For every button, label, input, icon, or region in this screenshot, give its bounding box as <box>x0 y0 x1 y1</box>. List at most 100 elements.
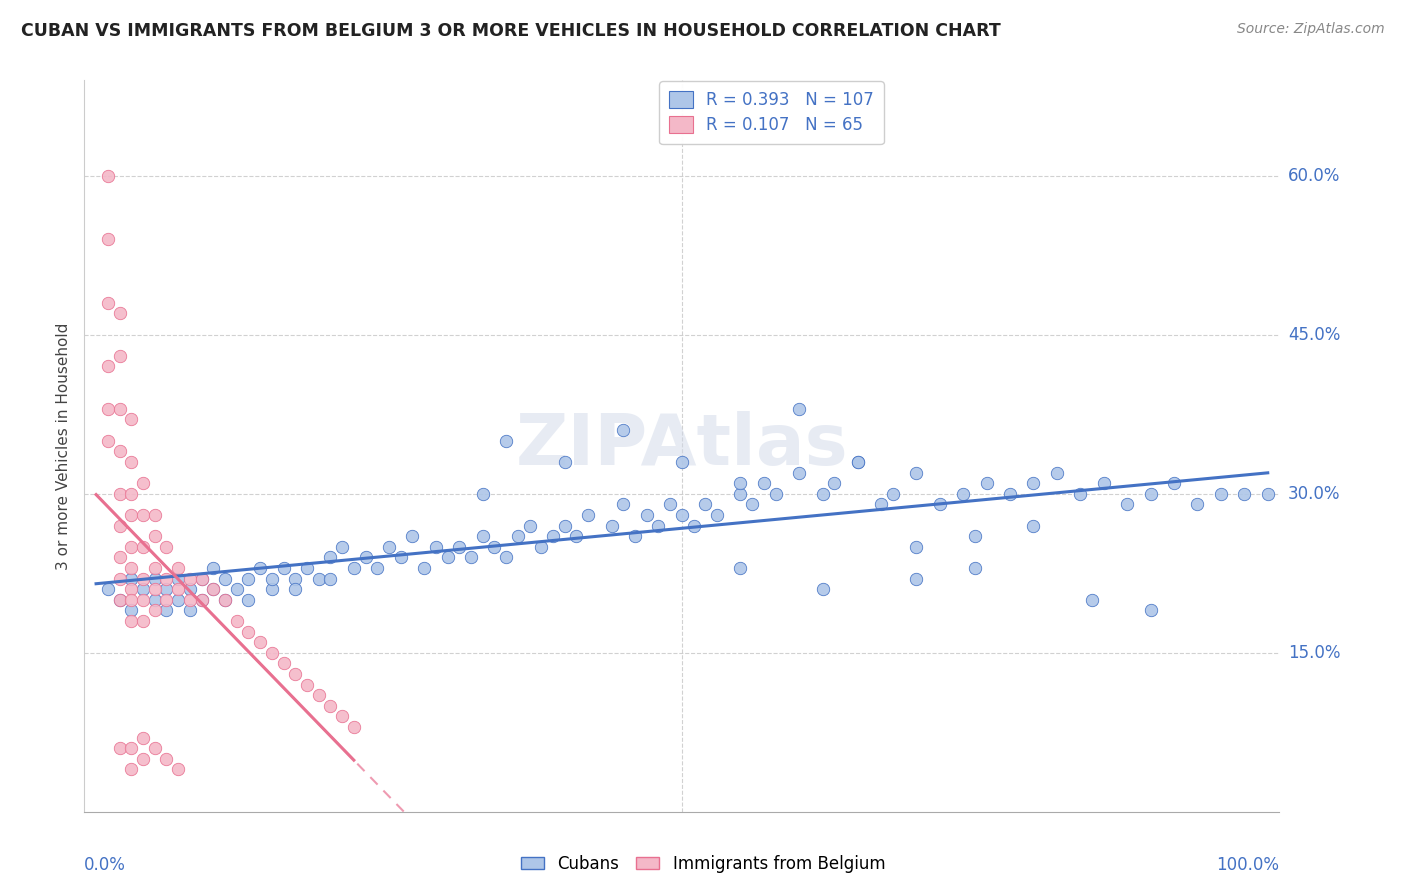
Point <box>647 518 669 533</box>
Text: ZIPAtlas: ZIPAtlas <box>516 411 848 481</box>
Point <box>143 592 166 607</box>
Point <box>214 592 236 607</box>
Point <box>730 486 752 500</box>
Point <box>928 497 950 511</box>
Point <box>389 550 412 565</box>
Legend: Cubans, Immigrants from Belgium: Cubans, Immigrants from Belgium <box>515 848 891 880</box>
Point <box>120 614 142 628</box>
Point <box>238 624 260 639</box>
Text: 0.0%: 0.0% <box>84 855 127 873</box>
Point <box>998 486 1021 500</box>
Point <box>132 592 155 607</box>
Point <box>495 434 517 448</box>
Point <box>1187 497 1209 511</box>
Point <box>1139 603 1161 617</box>
Point <box>249 635 271 649</box>
Point <box>108 518 131 533</box>
Point <box>108 592 131 607</box>
Point <box>319 550 342 565</box>
Point <box>963 529 986 543</box>
Point <box>155 603 177 617</box>
Point <box>1092 476 1115 491</box>
Point <box>882 486 904 500</box>
Point <box>143 561 166 575</box>
Point <box>1116 497 1139 511</box>
Point <box>495 550 517 565</box>
Point <box>97 582 120 596</box>
Point <box>108 741 131 756</box>
Point <box>143 582 166 596</box>
Point <box>671 508 693 522</box>
Point <box>870 497 893 511</box>
Point <box>413 561 436 575</box>
Point <box>308 688 330 702</box>
Point <box>179 603 201 617</box>
Point <box>682 518 704 533</box>
Point <box>143 741 166 756</box>
Point <box>554 518 576 533</box>
Point <box>214 572 236 586</box>
Point <box>260 582 283 596</box>
Point <box>202 561 225 575</box>
Point <box>636 508 658 522</box>
Point <box>120 762 142 776</box>
Point <box>976 476 998 491</box>
Point <box>541 529 564 543</box>
Point <box>1022 518 1045 533</box>
Point <box>202 582 225 596</box>
Point <box>167 582 190 596</box>
Point <box>963 561 986 575</box>
Y-axis label: 3 or more Vehicles in Household: 3 or more Vehicles in Household <box>56 322 72 570</box>
Point <box>167 561 190 575</box>
Point <box>319 572 342 586</box>
Point <box>120 582 142 596</box>
Point <box>519 518 541 533</box>
Point <box>108 401 131 416</box>
Point <box>565 529 588 543</box>
Point <box>284 667 307 681</box>
Point <box>179 572 201 586</box>
Point <box>108 349 131 363</box>
Point <box>730 561 752 575</box>
Point <box>471 486 494 500</box>
Point <box>97 232 120 246</box>
Point <box>343 720 366 734</box>
Point <box>260 646 283 660</box>
Point <box>155 592 177 607</box>
Point <box>659 497 682 511</box>
Point <box>190 572 212 586</box>
Text: 45.0%: 45.0% <box>1288 326 1340 343</box>
Point <box>273 561 295 575</box>
Point <box>97 296 120 310</box>
Point <box>449 540 471 554</box>
Point <box>671 455 693 469</box>
Point <box>730 476 752 491</box>
Point <box>120 412 142 426</box>
Point <box>108 486 131 500</box>
Point <box>295 677 318 691</box>
Point <box>343 561 366 575</box>
Point <box>202 582 225 596</box>
Point <box>752 476 775 491</box>
Point <box>108 306 131 320</box>
Point <box>132 476 155 491</box>
Point <box>120 540 142 554</box>
Point <box>765 486 787 500</box>
Point <box>378 540 401 554</box>
Point <box>905 572 928 586</box>
Point <box>401 529 423 543</box>
Text: 60.0%: 60.0% <box>1288 167 1340 185</box>
Point <box>120 455 142 469</box>
Point <box>905 466 928 480</box>
Point <box>1046 466 1069 480</box>
Point <box>366 561 388 575</box>
Point <box>436 550 458 565</box>
Point <box>319 698 342 713</box>
Point <box>952 486 974 500</box>
Point <box>273 657 295 671</box>
Point <box>132 508 155 522</box>
Point <box>706 508 728 522</box>
Point <box>1257 486 1279 500</box>
Point <box>846 455 869 469</box>
Point <box>108 572 131 586</box>
